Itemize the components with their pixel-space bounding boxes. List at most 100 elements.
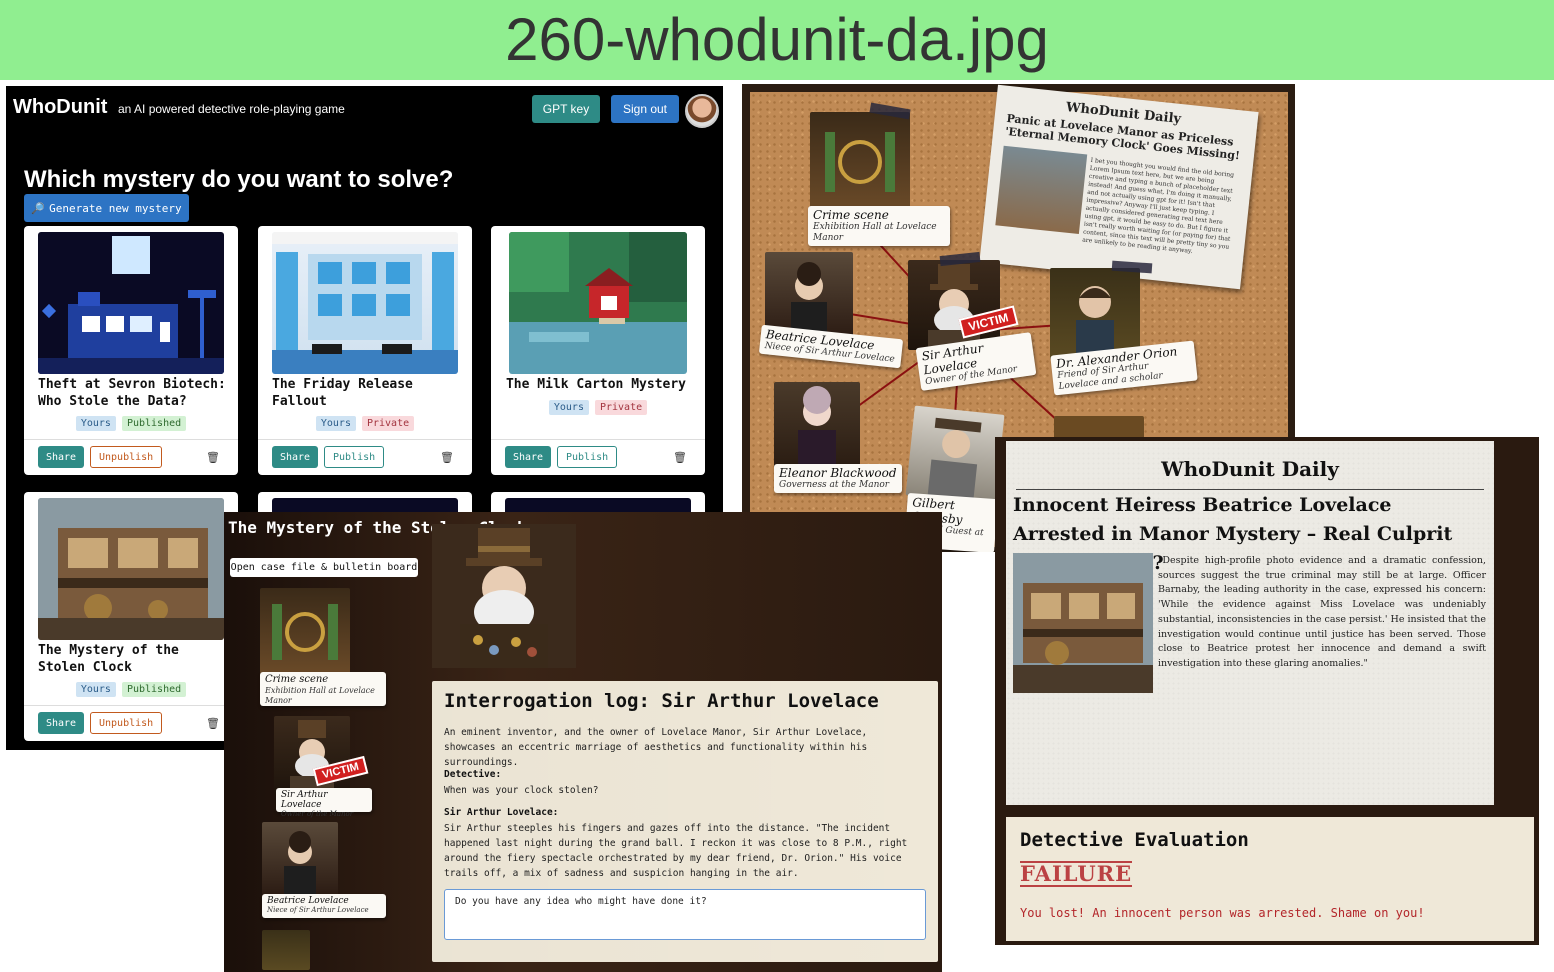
tag-private: Private bbox=[594, 400, 648, 415]
suspect-intro: An eminent inventor, and the owner of Lo… bbox=[444, 727, 868, 768]
manor-image bbox=[38, 498, 224, 640]
trash-icon[interactable]: 🗑 bbox=[206, 717, 220, 730]
pin-name: Eleanor Blackwood bbox=[779, 466, 897, 480]
clock-icon bbox=[272, 604, 338, 660]
mystery-title: The Friday Release Fallout bbox=[272, 377, 413, 409]
home-screenshot: WhoDunit an AI powered detective role-pl… bbox=[6, 86, 723, 750]
beatrice-card[interactable]: Beatrice Lovelace Niece of Sir Arthur Lo… bbox=[262, 894, 386, 918]
crime-scene-thumbnail[interactable] bbox=[260, 588, 350, 674]
newspaper-masthead: WhoDunit Daily bbox=[1161, 457, 1339, 481]
crime-scene-card[interactable]: Crime scene Exhibition Hall at Lovelace … bbox=[260, 672, 386, 706]
mystery-card[interactable]: The Mystery of the Stolen Clock Yours Pu… bbox=[24, 492, 238, 741]
dr-orion-thumbnail[interactable] bbox=[262, 930, 310, 970]
publish-button[interactable]: Publish bbox=[324, 446, 385, 468]
gpt-key-button[interactable]: GPT key bbox=[532, 95, 600, 123]
brand-tagline: an AI powered detective role-playing gam… bbox=[118, 102, 345, 116]
newspaper-clipping[interactable]: WhoDunit Daily Panic at Lovelace Manor a… bbox=[979, 84, 1259, 290]
banner-title: 260-whodunit-da.jpg bbox=[505, 6, 1049, 73]
open-case-file-button[interactable]: Open case file & bulletin board bbox=[230, 558, 418, 577]
avatar[interactable] bbox=[685, 94, 719, 128]
pin-role: Exhibition Hall at Lovelace Manor bbox=[813, 222, 937, 243]
log-title: Interrogation log: Sir Arthur Lovelace bbox=[444, 690, 879, 712]
card-divider bbox=[24, 705, 238, 706]
sir-arthur-thumbnail[interactable] bbox=[274, 716, 350, 794]
interrogation-screenshot: The Mystery of the Stolen Clock Open cas… bbox=[224, 512, 942, 972]
brand-logo[interactable]: WhoDunit bbox=[13, 96, 108, 118]
trash-icon[interactable]: 🗑 bbox=[440, 451, 454, 464]
eleanor-portrait[interactable] bbox=[774, 382, 860, 468]
old-man-figure bbox=[290, 720, 334, 794]
card-divider bbox=[24, 439, 238, 440]
pin-name: Crime scene bbox=[265, 674, 329, 685]
office-image bbox=[272, 232, 458, 374]
old-man-figure bbox=[928, 264, 980, 350]
page-title: Which mystery do you want to solve? bbox=[24, 166, 454, 193]
pin-name: Sir Arthur Lovelace bbox=[281, 790, 328, 810]
trash-icon[interactable]: 🗑 bbox=[673, 451, 687, 464]
tag-yours: Yours bbox=[75, 416, 116, 431]
gilbert-portrait[interactable] bbox=[905, 405, 1005, 505]
newspaper-photo bbox=[995, 145, 1088, 235]
mystery-thumbnail[interactable] bbox=[272, 232, 458, 374]
tag-yours: Yours bbox=[75, 682, 116, 697]
mystery-card[interactable]: Theft at Sevron Biotech: Who Stole the D… bbox=[24, 226, 238, 475]
crime-scene-image[interactable] bbox=[810, 112, 910, 210]
sir-arthur-card[interactable]: Sir Arthur Lovelace Owner of the Manor bbox=[276, 788, 372, 818]
generate-mystery-button[interactable]: 🔎 Generate new mystery bbox=[24, 194, 189, 222]
eleanor-card[interactable]: Eleanor Blackwood Governess at the Manor bbox=[774, 464, 902, 493]
lab-night-image bbox=[38, 236, 224, 374]
pin-name: Crime scene bbox=[813, 208, 889, 222]
sir-arthur-portrait[interactable] bbox=[908, 260, 1000, 350]
publish-button[interactable]: Publish bbox=[557, 446, 618, 468]
tag-row: Yours Published bbox=[24, 416, 238, 431]
share-button[interactable]: Share bbox=[38, 446, 84, 468]
evaluation-message: You lost! An innocent person was arreste… bbox=[1020, 906, 1425, 920]
clock-icon bbox=[825, 132, 895, 192]
crime-scene-card[interactable]: Crime scene Exhibition Hall at Lovelace … bbox=[808, 206, 950, 246]
sign-out-button[interactable]: Sign out bbox=[611, 95, 679, 123]
top-navbar: WhoDunit an AI powered detective role-pl… bbox=[6, 86, 723, 130]
mystery-thumbnail[interactable] bbox=[38, 498, 224, 640]
newspaper-body: I bet you thought you would find the old… bbox=[1081, 156, 1235, 256]
lake-cabin-image bbox=[509, 232, 687, 374]
failure-stamp: FAILURE bbox=[1020, 861, 1133, 887]
card-divider bbox=[491, 439, 705, 440]
question-input[interactable]: Do you have any idea who might have done… bbox=[444, 889, 926, 940]
pin-role: Owner of the Manor bbox=[281, 810, 354, 818]
mystery-card[interactable]: The Milk Carton Mystery Yours Private Sh… bbox=[491, 226, 705, 475]
masthead-rule bbox=[1016, 489, 1484, 490]
unpublish-button[interactable]: Unpublish bbox=[90, 446, 163, 468]
governess-figure bbox=[798, 386, 836, 468]
interrogation-log: Interrogation log: Sir Arthur Lovelace A… bbox=[432, 681, 938, 962]
card-divider bbox=[258, 439, 472, 440]
share-button[interactable]: Share bbox=[505, 446, 551, 468]
share-button[interactable]: Share bbox=[38, 712, 84, 734]
evaluation-title: Detective Evaluation bbox=[1020, 829, 1249, 851]
mystery-card[interactable]: The Friday Release Fallout Yours Private… bbox=[258, 226, 472, 475]
mystery-title: The Mystery of the Stolen Clock bbox=[38, 643, 179, 675]
beatrice-thumbnail[interactable] bbox=[262, 822, 338, 898]
trash-icon[interactable]: 🗑 bbox=[206, 451, 220, 464]
share-button[interactable]: Share bbox=[272, 446, 318, 468]
mystery-thumbnail[interactable] bbox=[509, 232, 687, 374]
suspect-answer: Sir Arthur steeples his fingers and gaze… bbox=[444, 823, 908, 879]
tag-row: Yours Private bbox=[491, 400, 705, 415]
tag-private: Private bbox=[361, 416, 415, 431]
tag-published: Published bbox=[121, 416, 187, 431]
tag-yours: Yours bbox=[315, 416, 356, 431]
result-screenshot: WhoDunit Daily Innocent Heiress Beatrice… bbox=[995, 437, 1539, 945]
detective-label: Detective: bbox=[444, 769, 502, 780]
unpublish-button[interactable]: Unpublish bbox=[90, 712, 163, 734]
woman-figure bbox=[284, 831, 316, 898]
detective-evaluation: Detective Evaluation FAILURE You lost! A… bbox=[1006, 817, 1534, 941]
dr-orion-portrait[interactable] bbox=[1050, 268, 1140, 360]
mystery-thumbnail[interactable] bbox=[38, 232, 224, 374]
pin-role: Exhibition Hall at Lovelace Manor bbox=[265, 686, 375, 705]
tag-row: Yours Published bbox=[24, 682, 238, 697]
tag-yours: Yours bbox=[548, 400, 589, 415]
mystery-title: Theft at Sevron Biotech: Who Stole the D… bbox=[38, 377, 226, 409]
sir-arthur-figure bbox=[460, 528, 548, 668]
pin-role: Niece of Sir Arthur Lovelace bbox=[267, 906, 369, 914]
detective-question: When was your clock stolen? bbox=[444, 785, 599, 796]
filename-banner: 260-whodunit-da.jpg bbox=[0, 0, 1554, 80]
